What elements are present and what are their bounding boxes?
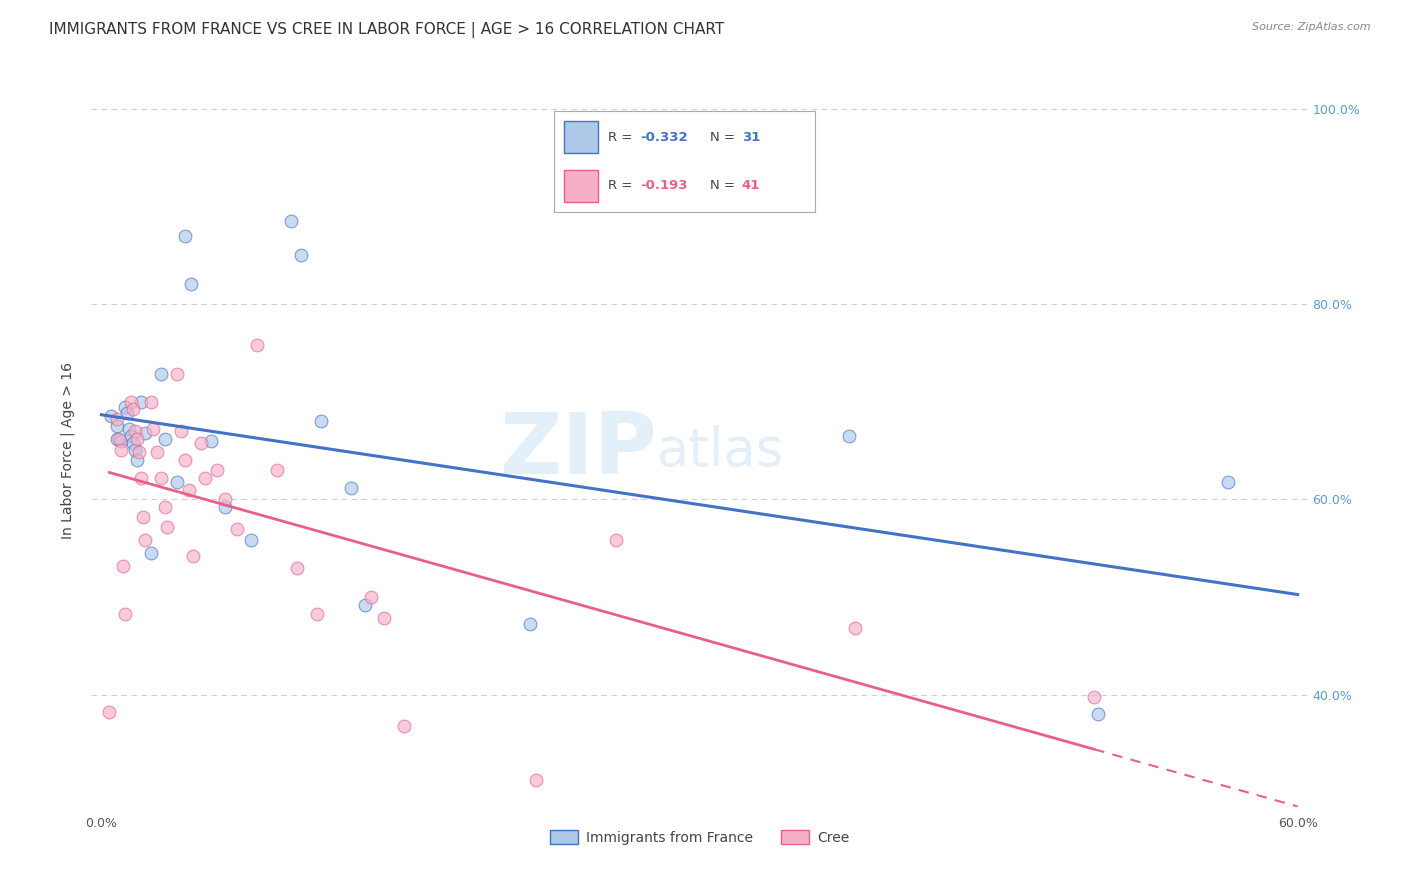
Point: [305, 607, 328, 622]
Point: [174, 228, 197, 243]
Point: [519, 617, 541, 632]
Legend: Immigrants from France, Cree: Immigrants from France, Cree: [543, 823, 856, 852]
Point: [177, 483, 200, 497]
Point: [226, 522, 249, 536]
Point: [117, 406, 139, 420]
Y-axis label: In Labor Force | Age > 16: In Labor Force | Age > 16: [60, 362, 76, 539]
Point: [122, 435, 145, 450]
Point: [128, 445, 150, 459]
Point: [134, 533, 156, 548]
Point: [110, 434, 132, 448]
Text: atlas: atlas: [657, 425, 785, 476]
Point: [605, 533, 627, 548]
Point: [360, 590, 382, 604]
Point: [142, 422, 165, 436]
Point: [153, 500, 176, 514]
Point: [394, 719, 416, 733]
Text: IMMIGRANTS FROM FRANCE VS CREE IN LABOR FORCE | AGE > 16 CORRELATION CHART: IMMIGRANTS FROM FRANCE VS CREE IN LABOR …: [49, 22, 724, 38]
Point: [214, 500, 236, 514]
Point: [124, 424, 146, 438]
Point: [132, 509, 155, 524]
Point: [105, 419, 128, 434]
Point: [190, 435, 212, 450]
Point: [524, 773, 547, 788]
Point: [134, 425, 156, 440]
Point: [141, 546, 163, 560]
Point: [156, 519, 179, 533]
Point: [141, 394, 163, 409]
Point: [246, 338, 269, 352]
Point: [309, 414, 332, 428]
Point: [127, 453, 149, 467]
Point: [150, 368, 173, 382]
Point: [353, 598, 375, 612]
Point: [120, 429, 142, 443]
Point: [114, 607, 136, 622]
Point: [844, 621, 866, 635]
Point: [214, 492, 236, 507]
Point: [118, 422, 141, 436]
Point: [838, 429, 860, 443]
Point: [339, 481, 361, 495]
Point: [100, 409, 122, 424]
Point: [1087, 707, 1109, 722]
Point: [124, 443, 146, 458]
Point: [146, 445, 169, 459]
Text: Source: ZipAtlas.com: Source: ZipAtlas.com: [1253, 22, 1371, 32]
Point: [153, 432, 176, 446]
Point: [129, 394, 152, 409]
Point: [1083, 690, 1105, 704]
Point: [290, 248, 312, 262]
Point: [239, 533, 262, 548]
Point: [120, 394, 142, 409]
Point: [112, 558, 135, 573]
Point: [110, 443, 132, 458]
Point: [280, 214, 302, 228]
Point: [180, 277, 202, 292]
Point: [98, 705, 121, 719]
Point: [129, 471, 152, 485]
Point: [170, 424, 193, 438]
Point: [127, 432, 149, 446]
Point: [174, 453, 197, 467]
Point: [122, 402, 145, 417]
Point: [105, 412, 128, 426]
Point: [200, 434, 222, 448]
Text: ZIP: ZIP: [499, 409, 657, 492]
Point: [166, 475, 188, 489]
Point: [181, 549, 204, 563]
Point: [108, 432, 131, 446]
Point: [105, 432, 128, 446]
Point: [373, 611, 395, 625]
Point: [285, 560, 308, 574]
Point: [205, 463, 228, 477]
Point: [1216, 475, 1239, 489]
Point: [266, 463, 288, 477]
Point: [166, 368, 188, 382]
Point: [194, 471, 217, 485]
Point: [150, 471, 173, 485]
Point: [114, 400, 136, 414]
